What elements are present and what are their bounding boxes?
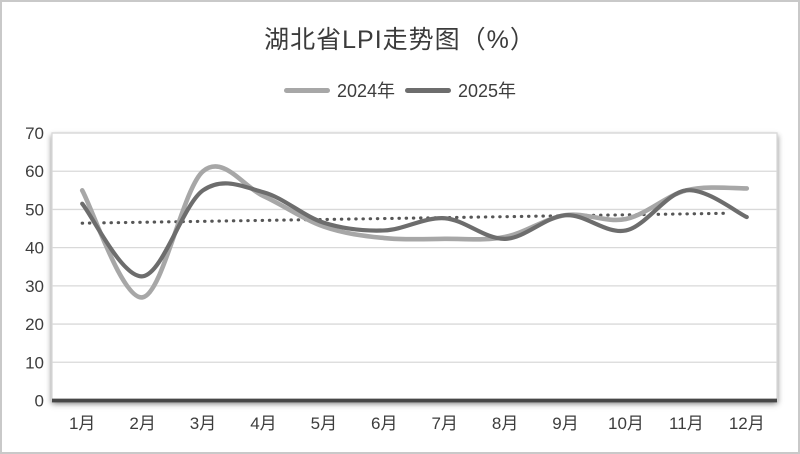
legend-label-2025: 2025年: [458, 81, 517, 101]
y-tick-label: 20: [25, 315, 44, 334]
legend-item-2024[interactable]: 2024年: [283, 77, 395, 103]
series-line-2025年: [80, 181, 749, 279]
x-tick-label: 3月: [190, 414, 216, 433]
y-tick-label: 10: [25, 353, 44, 372]
y-tick-label: 30: [25, 277, 44, 296]
x-tick-label: 6月: [371, 414, 397, 433]
x-tick-label: 2月: [129, 414, 155, 433]
x-tick-label: 10月: [608, 414, 644, 433]
x-tick-label: 9月: [552, 414, 578, 433]
x-tick-label: 12月: [729, 414, 765, 433]
legend-line-swatch-2025: [405, 87, 451, 93]
chart-legend: 2024年 2025年: [2, 77, 798, 103]
x-tick-label: 11月: [669, 414, 704, 433]
legend-item-2025[interactable]: 2025年: [405, 77, 516, 103]
x-tick-label: 7月: [431, 414, 457, 433]
x-tick-label: 8月: [492, 414, 518, 433]
trendline-dotted: [80, 211, 731, 225]
chart-title: 湖北省LPI走势图（%）: [264, 26, 536, 54]
y-tick-label: 70: [25, 124, 44, 143]
legend-label-2024: 2024年: [336, 81, 395, 101]
y-tick-label: 60: [25, 162, 44, 181]
legend-line-swatch-2024: [283, 87, 330, 93]
x-tick-label: 5月: [311, 414, 337, 433]
series-line-2024年: [79, 164, 750, 300]
y-tick-label: 40: [25, 239, 44, 258]
y-tick-label: 0: [35, 392, 44, 411]
x-tick-label: 4月: [250, 414, 276, 433]
x-tick-label: 1月: [69, 414, 95, 433]
y-tick-label: 50: [25, 200, 44, 219]
plot-area-shadow: [52, 133, 777, 401]
